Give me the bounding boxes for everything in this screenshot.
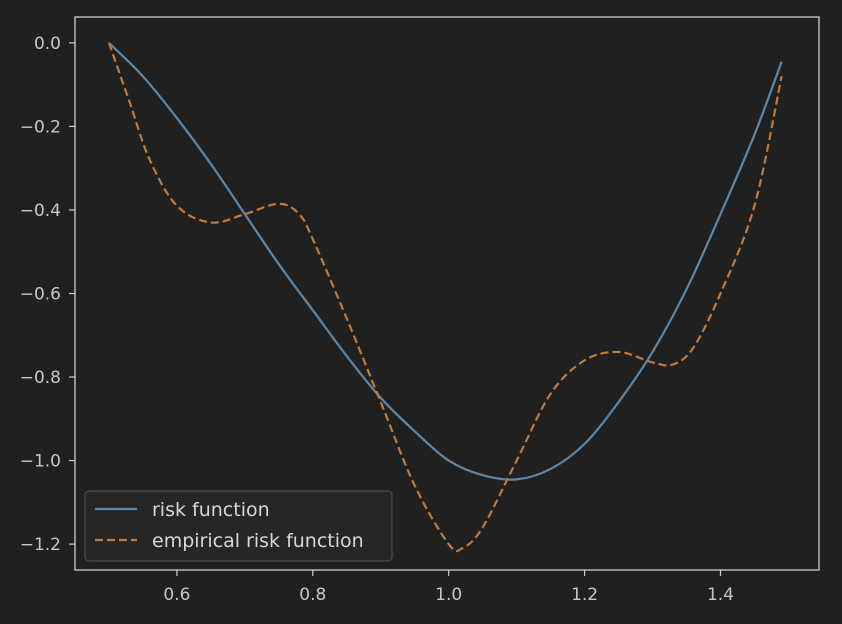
plot-area xyxy=(74,16,820,571)
x-tick-label: 1.0 xyxy=(435,585,462,605)
legend-box xyxy=(84,490,393,562)
y-tick-label: −1.0 xyxy=(20,452,61,472)
x-tick-label: 0.6 xyxy=(163,585,190,605)
legend-label-risk-function: risk function xyxy=(152,499,270,521)
x-tick-label: 0.8 xyxy=(299,585,326,605)
y-tick-label: −0.8 xyxy=(20,368,61,388)
series-layer xyxy=(107,42,783,553)
y-tick-label: 0.0 xyxy=(34,34,61,54)
y-tick-label: −0.2 xyxy=(20,117,61,137)
y-tick-label: −0.6 xyxy=(20,285,61,305)
y-tick-label: −0.4 xyxy=(20,201,61,221)
series-line-risk-function xyxy=(108,42,783,481)
y-tick-label: −1.2 xyxy=(20,535,61,555)
x-axis: 0.6 0.8 1.0 1.2 1.4 xyxy=(163,570,734,605)
x-tick-label: 1.2 xyxy=(571,585,598,605)
x-tick-label: 1.4 xyxy=(707,585,734,605)
y-axis: 0.0 −0.2 −0.4 −0.6 −0.8 −1.0 −1.2 xyxy=(20,34,75,555)
legend: risk function empirical risk function xyxy=(84,490,393,562)
legend-label-empirical-risk-function: empirical risk function xyxy=(152,530,364,552)
series-line-empirical-risk-function xyxy=(107,42,783,553)
